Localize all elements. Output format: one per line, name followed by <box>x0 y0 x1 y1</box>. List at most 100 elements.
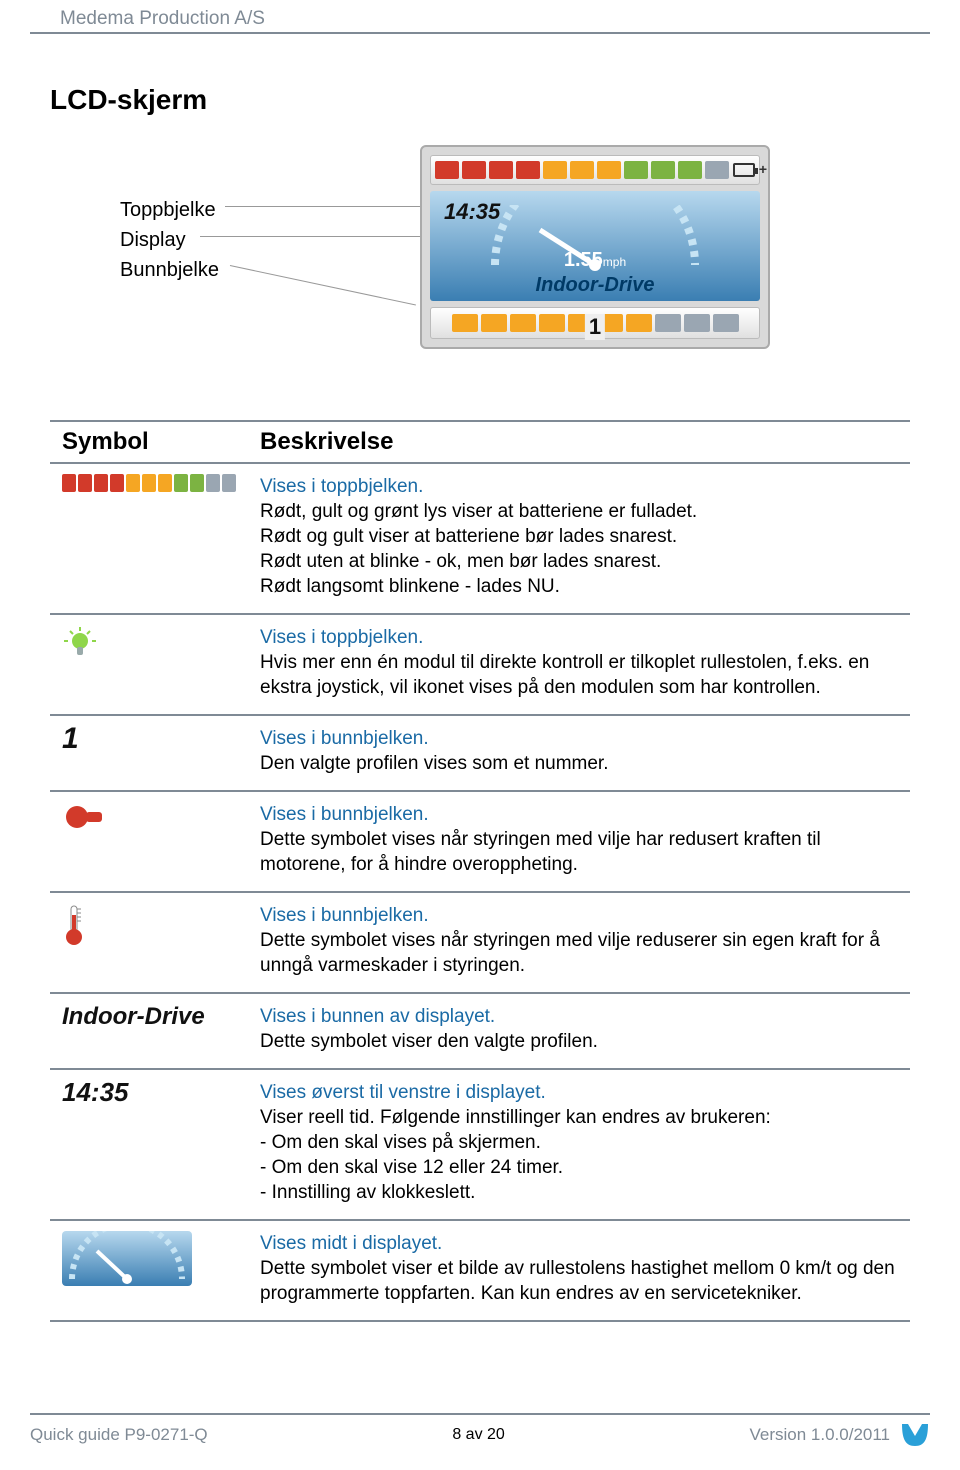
battery-segment <box>678 161 702 179</box>
speed-segment <box>539 314 565 332</box>
battery-segment <box>516 161 540 179</box>
symbol-cell <box>50 463 248 614</box>
footer-left: Quick guide P9-0271-Q <box>30 1425 208 1445</box>
footer-page-number: 8 av 20 <box>452 1426 504 1444</box>
desc-line: - Om den skal vise 12 eller 24 timer. <box>260 1155 898 1180</box>
symbol-cell <box>50 614 248 715</box>
desc-line: Rødt, gult og grønt lys viser at batteri… <box>260 499 898 524</box>
footer-version: Version 1.0.0/2011 <box>749 1425 890 1445</box>
desc-line: - Innstilling av klokkeslett. <box>260 1180 898 1205</box>
desc-line: Dette symbolet vises når styringen med v… <box>260 928 898 978</box>
speed-segment <box>626 314 652 332</box>
symbol-cell: 1 <box>50 715 248 791</box>
desc-header: Vises i bunnbjelken. <box>260 802 898 827</box>
indoor-drive-text-icon: Indoor-Drive <box>62 1003 205 1030</box>
desc-line: Den valgte profilen vises som et nummer. <box>260 751 898 776</box>
battery-bars-icon <box>62 474 236 492</box>
speedometer-icon <box>62 1231 192 1286</box>
table-row: Vises i toppbjelken.Rødt, gult og grønt … <box>50 463 910 614</box>
description-cell: Vises i bunnbjelken.Dette symbolet vises… <box>248 791 910 892</box>
symbol-cell <box>50 791 248 892</box>
desc-header: Vises i bunnbjelken. <box>260 726 898 751</box>
desc-header: Vises i toppbjelken. <box>260 474 898 499</box>
desc-line: Dette symbolet viser et bilde av rullest… <box>260 1256 898 1306</box>
battery-segment <box>543 161 567 179</box>
battery-icon: + <box>733 163 755 177</box>
desc-line: Rødt uten at blinke - ok, men bør lades … <box>260 549 898 574</box>
section-title: LCD-skjerm <box>0 34 960 116</box>
desc-line: Hvis mer enn én modul til direkte kontro… <box>260 650 898 700</box>
table-row: Vises i bunnbjelken.Dette symbolet vises… <box>50 892 910 993</box>
description-cell: Vises øverst til venstre i displayet.Vis… <box>248 1069 910 1220</box>
battery-segment <box>624 161 648 179</box>
symbols-table-wrap: Symbol Beskrivelse Vises i toppbjelken.R… <box>50 420 910 1322</box>
lcd-figure: + 14:35 1.55mph Indoor-Drive 1 <box>420 145 770 365</box>
medema-logo-icon <box>900 1422 930 1448</box>
company-name: Medema Production A/S <box>30 0 930 34</box>
desc-line: Rødt og gult viser at batteriene bør lad… <box>260 524 898 549</box>
desc-header: Vises i bunnen av displayet. <box>260 1004 898 1029</box>
description-cell: Vises i bunnen av displayet.Dette symbol… <box>248 993 910 1069</box>
battery-segment <box>435 161 459 179</box>
battery-segment <box>705 161 729 179</box>
lcd-frame: + 14:35 1.55mph Indoor-Drive 1 <box>420 145 770 349</box>
speed-segment <box>510 314 536 332</box>
header-description: Beskrivelse <box>248 421 910 463</box>
battery-segment <box>489 161 513 179</box>
battery-segment <box>462 161 486 179</box>
table-row: 14:35 Vises øverst til venstre i displaye… <box>50 1069 910 1220</box>
symbol-cell <box>50 1220 248 1321</box>
thermometer-icon <box>62 903 86 947</box>
lcd-bottombar: 1 <box>430 307 760 339</box>
description-cell: Vises i toppbjelken.Rødt, gult og grønt … <box>248 463 910 614</box>
callout-line-bot <box>230 265 416 305</box>
battery-segment <box>651 161 675 179</box>
label-toppbjelke: Toppbjelke <box>120 195 219 225</box>
motor-icon <box>62 802 106 832</box>
description-cell: Vises midt i displayet.Dette symbolet vi… <box>248 1220 910 1321</box>
profile-number-icon: 1 <box>62 722 79 755</box>
desc-line: Dette symbolet vises når styringen med v… <box>260 827 898 877</box>
page-footer: Quick guide P9-0271-Q 8 av 20 Version 1.… <box>30 1413 930 1448</box>
callout-line-top <box>225 206 420 207</box>
speed-segment <box>684 314 710 332</box>
description-cell: Vises i bunnbjelken.Den valgte profilen … <box>248 715 910 791</box>
label-bunnbjelke: Bunnbjelke <box>120 255 219 285</box>
battery-segment <box>597 161 621 179</box>
speed-segment <box>655 314 681 332</box>
table-row: Indoor-Drive Vises i bunnen av displayet.… <box>50 993 910 1069</box>
lcd-labels: Toppbjelke Display Bunnbjelke <box>120 195 219 285</box>
desc-line: - Om den skal vises på skjermen. <box>260 1130 898 1155</box>
table-row: Vises midt i displayet.Dette symbolet vi… <box>50 1220 910 1321</box>
speed-segment <box>713 314 739 332</box>
symbol-cell: 14:35 <box>50 1069 248 1220</box>
speed-segment <box>452 314 478 332</box>
label-display: Display <box>120 225 219 255</box>
battery-segment <box>570 161 594 179</box>
desc-line: Rødt langsomt blinkene - lades NU. <box>260 574 898 599</box>
symbol-cell: Indoor-Drive <box>50 993 248 1069</box>
description-cell: Vises i toppbjelken.Hvis mer enn én modu… <box>248 614 910 715</box>
desc-header: Vises øverst til venstre i displayet. <box>260 1080 898 1105</box>
symbol-cell <box>50 892 248 993</box>
lcd-profile-name: Indoor-Drive <box>536 274 655 297</box>
desc-header: Vises midt i displayet. <box>260 1231 898 1256</box>
callout-line-mid <box>200 236 420 237</box>
lcd-topbar: + <box>430 155 760 185</box>
table-header-row: Symbol Beskrivelse <box>50 421 910 463</box>
symbols-table: Symbol Beskrivelse Vises i toppbjelken.R… <box>50 420 910 1322</box>
table-row: Vises i toppbjelken.Hvis mer enn én modu… <box>50 614 910 715</box>
lcd-display-area: 14:35 1.55mph Indoor-Drive <box>430 191 760 301</box>
description-cell: Vises i bunnbjelken.Dette symbolet vises… <box>248 892 910 993</box>
desc-line: Dette symbolet viser den valgte profilen… <box>260 1029 898 1054</box>
lcd-profile-number: 1 <box>585 314 605 340</box>
speed-segment <box>481 314 507 332</box>
lcd-speed: 1.55mph <box>564 249 626 272</box>
table-row: Vises i bunnbjelken.Dette symbolet vises… <box>50 791 910 892</box>
table-row: 1 Vises i bunnbjelken.Den valgte profilen… <box>50 715 910 791</box>
bulb-icon <box>62 625 98 661</box>
desc-header: Vises i toppbjelken. <box>260 625 898 650</box>
desc-line: Viser reell tid. Følgende innstillinger … <box>260 1105 898 1130</box>
desc-header: Vises i bunnbjelken. <box>260 903 898 928</box>
time-text-icon: 14:35 <box>62 1077 129 1107</box>
